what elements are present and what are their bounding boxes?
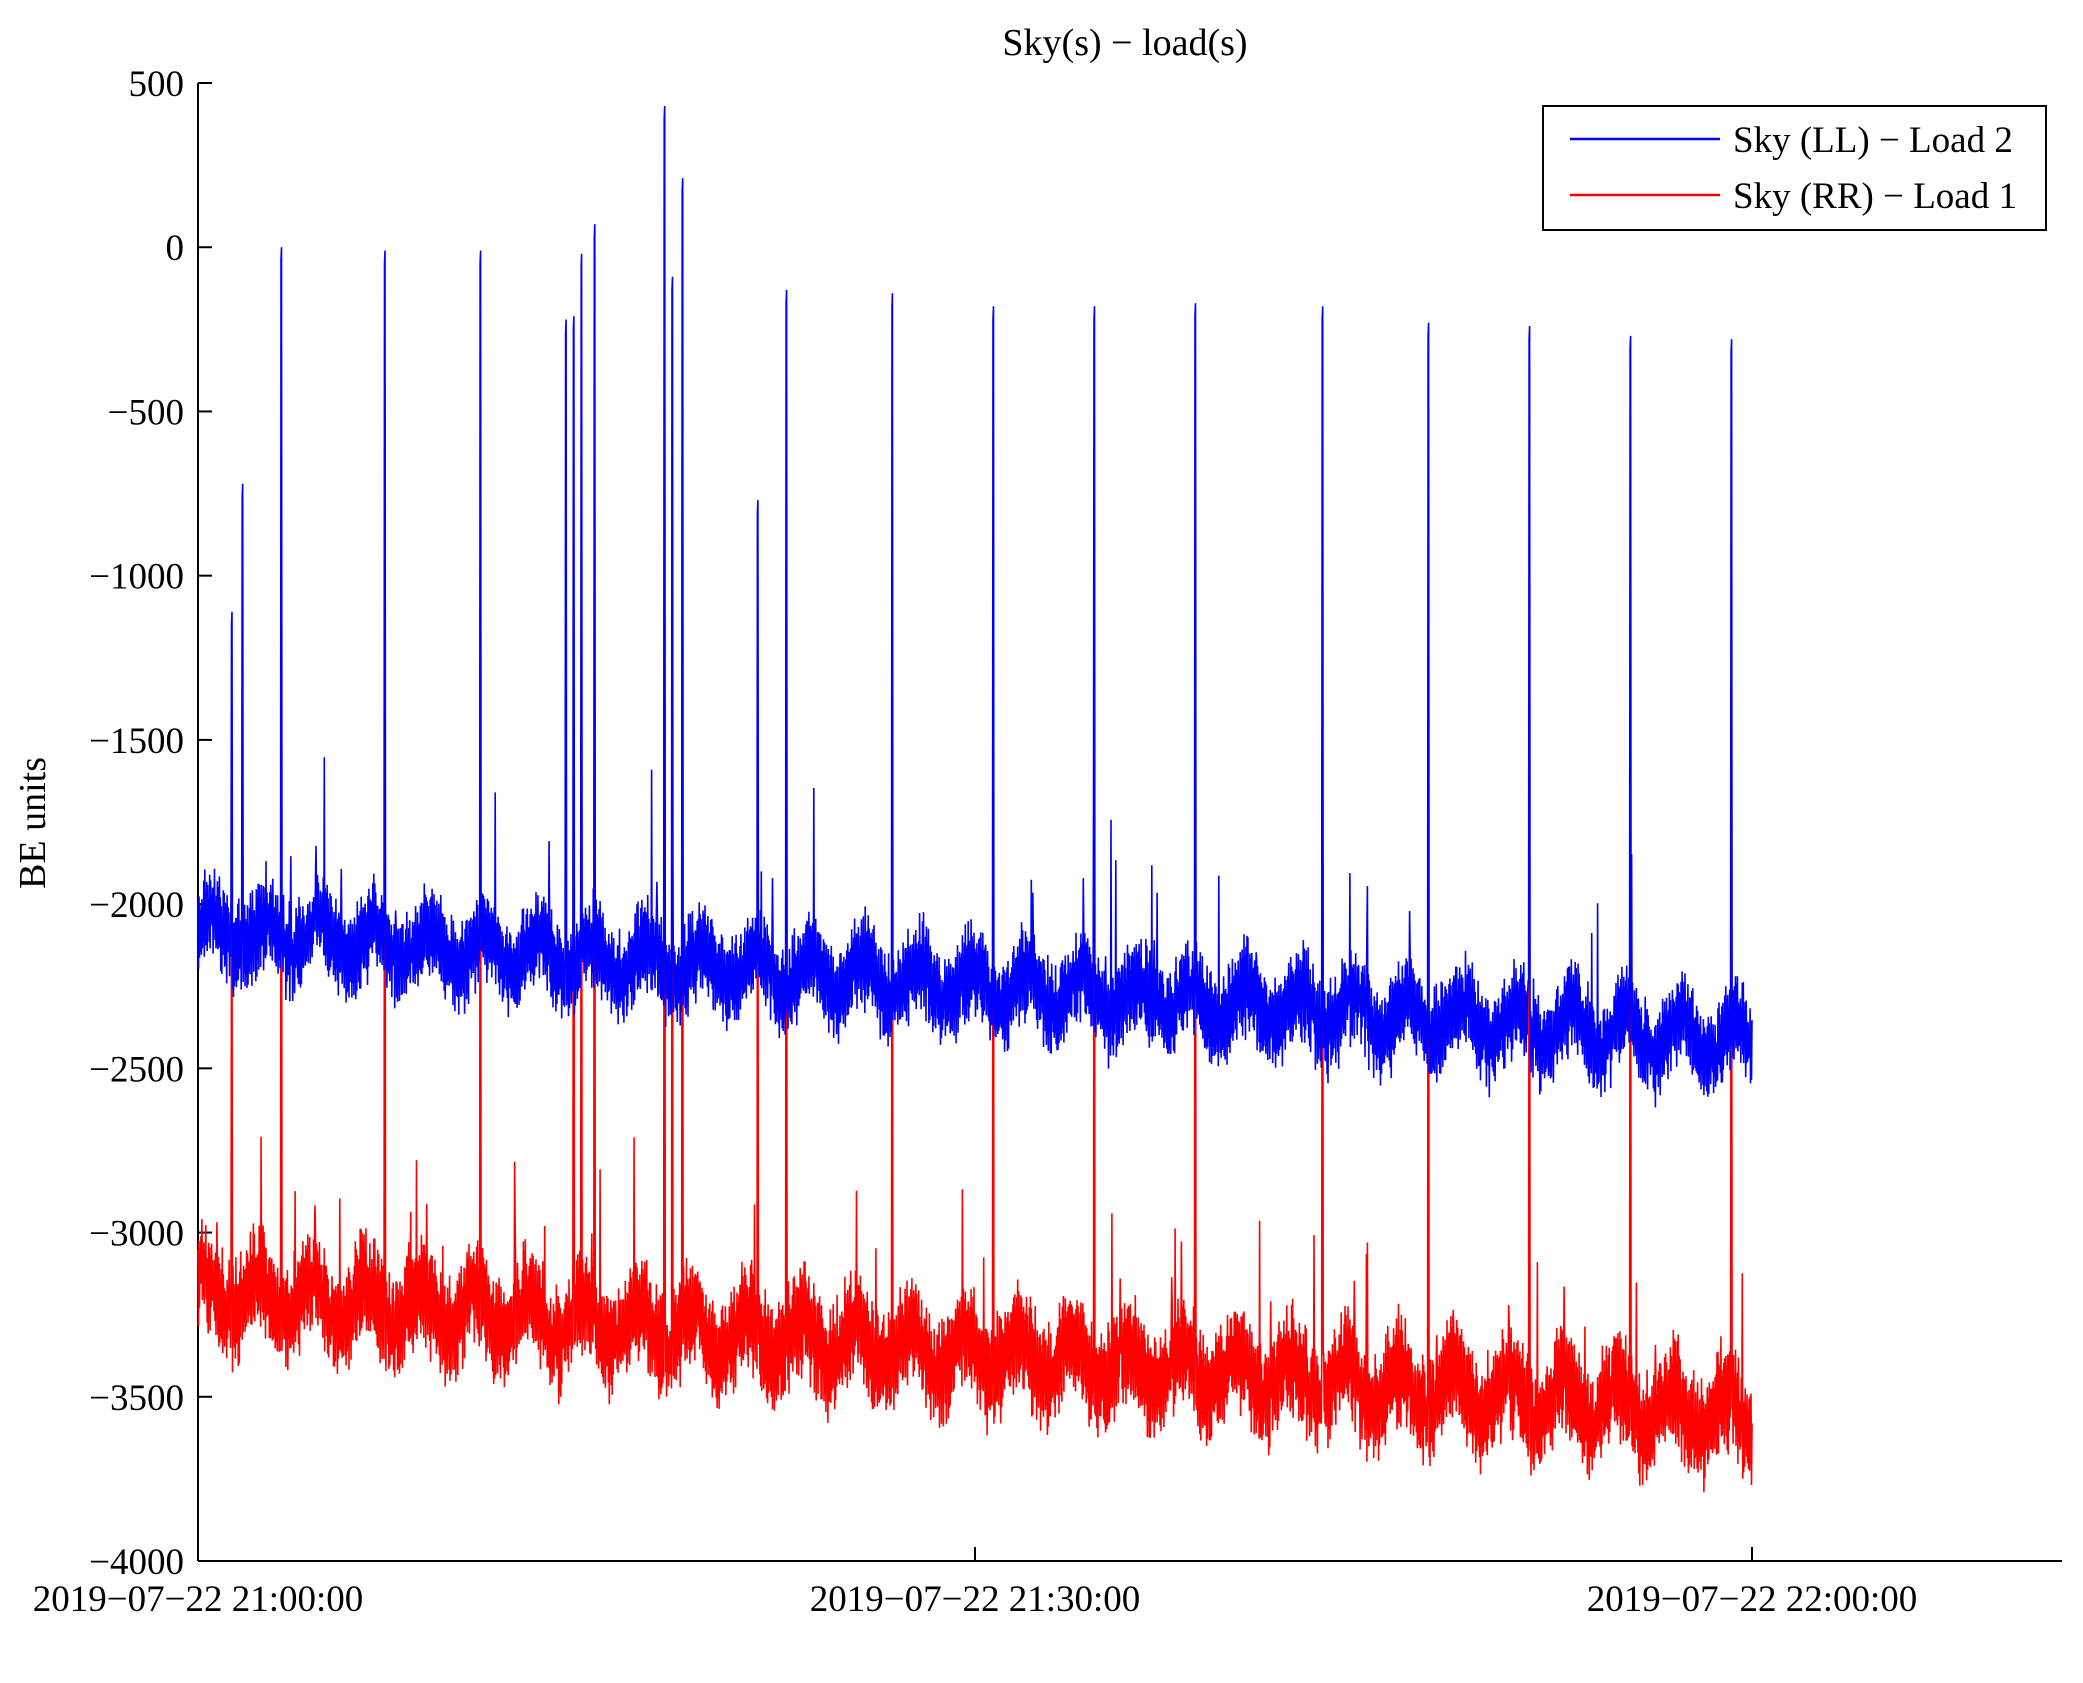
y-tick-label: 500 xyxy=(129,64,185,105)
x-tick-label: 2019−07−22 21:00:00 xyxy=(33,1579,364,1620)
x-tick-label: 2019−07−22 22:00:00 xyxy=(1587,1579,1918,1620)
y-tick-label: −500 xyxy=(108,392,184,433)
y-tick-label: −3000 xyxy=(89,1214,184,1255)
y-axis: 500 0 −500 −1000 −1500 −2000 −2500 −3000 −3500 −4… xyxy=(89,64,212,1583)
legend-box xyxy=(1542,105,2047,231)
y-axis-label: BE units xyxy=(12,757,54,889)
x-tick-label: 2019−07−22 21:30:00 xyxy=(810,1579,1141,1620)
legend-label-rr: Sky (RR) − Load 1 xyxy=(1733,176,2017,217)
chart-title: Sky(s) − load(s) xyxy=(1002,22,1247,64)
y-tick-label: −2500 xyxy=(89,1049,184,1090)
y-tick-label: −2000 xyxy=(89,885,184,926)
x-axis: 2019−07−22 21:00:00 2019−07−22 21:30:00 20… xyxy=(33,1547,1918,1620)
y-tick-label: −1500 xyxy=(89,721,184,762)
series-line-ll xyxy=(197,105,1753,1108)
plot-area xyxy=(197,105,1753,1493)
legend: Sky (LL) − Load 2 Sky (RR) − Load 1 xyxy=(1542,105,2047,231)
series-line-rr xyxy=(197,368,1753,1493)
y-tick-label: −3500 xyxy=(89,1378,184,1419)
y-tick-label: −4000 xyxy=(89,1542,184,1583)
y-tick-label: 0 xyxy=(166,228,185,269)
legend-label-ll: Sky (LL) − Load 2 xyxy=(1733,120,2013,161)
y-tick-label: −1000 xyxy=(89,557,184,598)
